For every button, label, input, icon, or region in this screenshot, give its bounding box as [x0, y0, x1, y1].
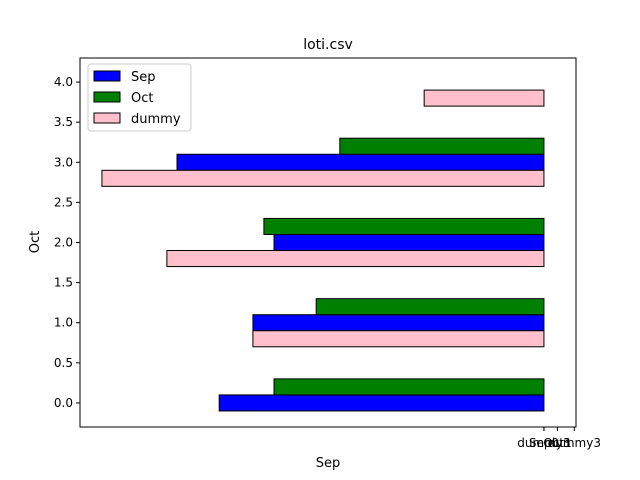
legend: Sep Oct dummy	[87, 63, 192, 132]
y-tick-label: 1.5	[54, 276, 73, 290]
x-tick-label: dummy3	[548, 436, 601, 450]
bar-oct-3	[339, 137, 545, 155]
bar-sep-2	[273, 233, 545, 252]
x-tick-label: dummy3	[517, 436, 570, 450]
bar-sep-1	[252, 314, 545, 332]
bar-dummy-1	[166, 250, 545, 268]
y-tick-label: 4.0	[54, 75, 73, 89]
bar-dummy-3	[423, 89, 545, 107]
bars-group	[101, 89, 545, 412]
bar-sep-3	[176, 153, 545, 171]
legend-swatch-sep	[93, 70, 121, 82]
y-tick-label: 3.0	[54, 155, 73, 169]
y-axis-label: Oct	[28, 231, 43, 253]
y-tick-label: 1.0	[54, 316, 73, 330]
y-tick-label: 2.0	[54, 236, 73, 250]
bar-oct-1	[315, 298, 545, 316]
x-axis-label: Sep	[316, 456, 341, 471]
legend-swatch-dummy	[93, 112, 121, 124]
ticks-group: 0.00.51.01.52.02.53.03.54.0dummy3Sep0Oct…	[54, 75, 601, 450]
y-tick-label: 0.0	[54, 396, 73, 410]
y-tick-label: 0.5	[54, 356, 73, 370]
legend-label-oct: Oct	[131, 91, 153, 106]
bar-oct-0	[273, 378, 545, 396]
bar-oct-2	[263, 217, 545, 235]
x-tick-label: Sep0	[529, 436, 559, 450]
legend-label-sep: Sep	[131, 70, 156, 85]
x-tick-label: Oct1	[543, 436, 571, 450]
y-tick-label: 2.5	[54, 195, 73, 209]
y-tick-label: 3.5	[54, 115, 73, 129]
bar-dummy-0	[252, 330, 545, 348]
bar-sep-0	[218, 394, 545, 412]
chart-title: loti.csv	[303, 37, 353, 53]
legend-swatch-oct	[93, 91, 121, 103]
bar-dummy-2	[101, 169, 545, 187]
legend-label-dummy: dummy	[131, 112, 181, 127]
plot-frame	[79, 57, 577, 428]
